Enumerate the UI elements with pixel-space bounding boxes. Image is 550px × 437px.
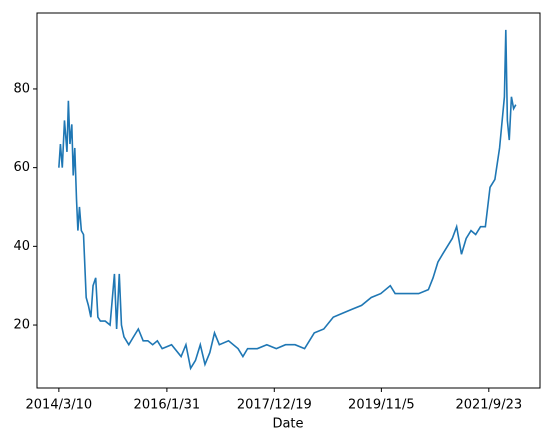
x-tick-label: 2019/11/5 (348, 398, 415, 413)
x-tick-label: 2017/12/19 (237, 398, 312, 413)
x-tick-label: 2016/1/31 (134, 398, 201, 413)
x-axis-label: Date (272, 417, 303, 432)
y-tick-label: 80 (13, 81, 30, 96)
plot-frame (36, 12, 541, 389)
y-tick-label: 20 (13, 318, 30, 333)
x-tick-label: 2014/3/10 (26, 398, 93, 413)
data-line (58, 29, 517, 371)
y-tick-label: 60 (13, 160, 30, 175)
x-tick-label: 2021/9/23 (455, 398, 522, 413)
y-tick-label: 40 (13, 239, 30, 254)
